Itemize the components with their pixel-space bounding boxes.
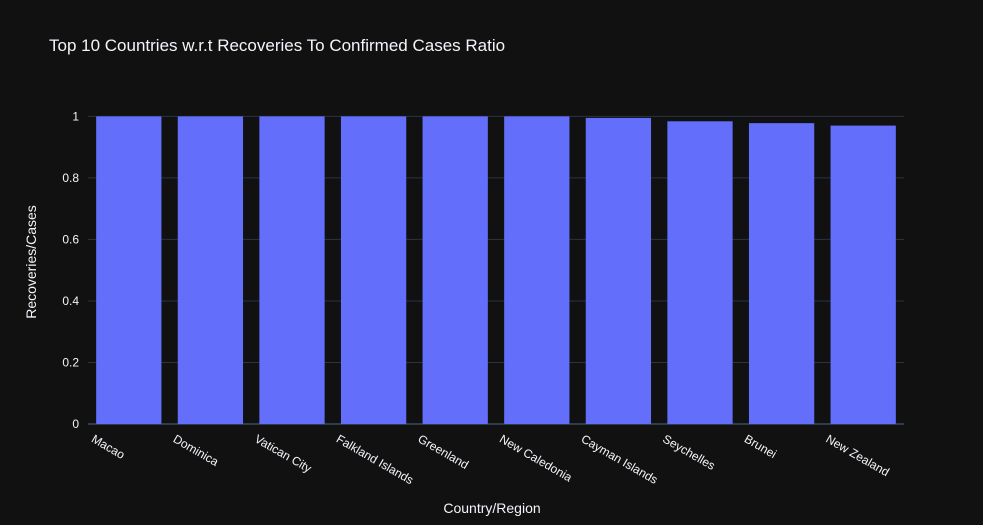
x-tick-label: Cayman Islands (579, 432, 661, 487)
y-tick-label: 0 (72, 417, 79, 431)
x-tick-label: Falkland Islands (334, 432, 416, 487)
x-tick-label: New Zealand (824, 432, 892, 479)
y-tick-label: 1 (72, 109, 79, 123)
bar[interactable] (96, 116, 162, 424)
bar[interactable] (340, 116, 407, 424)
x-tick-label: Brunei (742, 432, 779, 461)
y-axis-title: Recoveries/Cases (23, 205, 39, 319)
x-axis-title: Country/Region (443, 500, 540, 516)
y-tick-label: 0.8 (62, 171, 79, 185)
bar[interactable] (504, 116, 570, 424)
bar[interactable] (585, 117, 652, 425)
bar[interactable] (259, 116, 325, 424)
x-tick-label: Vatican City (252, 432, 314, 476)
y-axis-ticks: 0 0.2 0.4 0.6 0.8 1 (62, 109, 79, 431)
x-axis-ticks: Macao Dominica Vatican City Falkland Island… (89, 432, 892, 487)
chart-title: Top 10 Countries w.r.t Recoveries To Con… (49, 36, 505, 55)
bar[interactable] (422, 116, 488, 424)
y-tick-label: 0.2 (62, 355, 79, 369)
bar[interactable] (748, 123, 815, 425)
bar[interactable] (667, 121, 733, 424)
x-tick-label: New Caledonia (497, 432, 575, 485)
x-tick-label: Seychelles (660, 432, 717, 473)
bars (96, 116, 896, 425)
x-tick-label: Dominica (171, 432, 222, 469)
bar[interactable] (830, 125, 896, 424)
x-tick-label: Macao (89, 432, 127, 462)
y-tick-label: 0.4 (62, 294, 79, 308)
bar[interactable] (177, 116, 244, 424)
x-tick-label: Greenland (416, 432, 472, 472)
y-tick-label: 0.6 (62, 232, 79, 246)
